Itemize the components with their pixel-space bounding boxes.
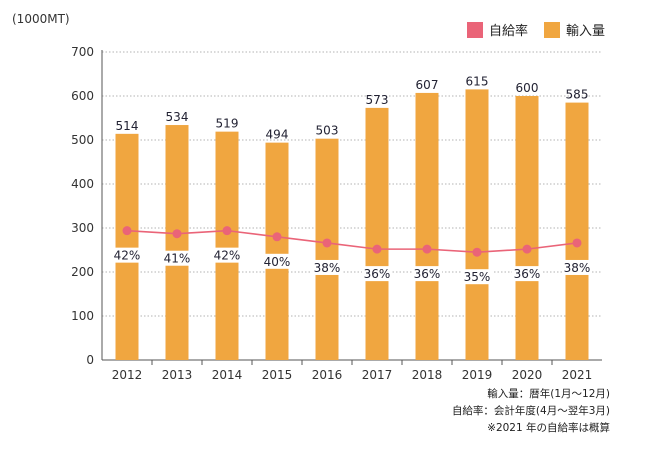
bar [565, 102, 589, 360]
bar [215, 131, 239, 360]
rate-value-label: 35% [464, 270, 491, 284]
bar [365, 107, 389, 360]
x-tick-label: 2015 [262, 368, 293, 382]
rate-point [422, 244, 432, 254]
rate-label-bg [312, 259, 342, 275]
rate-label-bg [412, 266, 442, 282]
rate-point [122, 226, 132, 236]
bar-value-label: 607 [416, 78, 439, 92]
rate-value-label: 41% [164, 252, 191, 266]
rate-line [126, 229, 578, 254]
bar [315, 138, 339, 360]
rate-point [372, 244, 382, 254]
y-tick-label: 100 [71, 309, 94, 323]
x-tick-label: 2020 [512, 368, 543, 382]
bar [165, 125, 189, 360]
x-tick-label: 2013 [162, 368, 193, 382]
note-import-period: 輸入量：暦年(1月～12月) [487, 388, 610, 400]
bar-value-label: 600 [516, 81, 539, 95]
rate-point [572, 238, 582, 248]
x-tick-label: 2019 [462, 368, 493, 382]
rate-point [322, 238, 332, 248]
bar [465, 89, 489, 361]
y-tick-label: 700 [71, 45, 94, 59]
bar [115, 133, 139, 360]
rate-label-bg [212, 247, 242, 263]
rate-value-label: 36% [514, 267, 541, 281]
rate-label-bg [462, 269, 492, 285]
rate-point [272, 232, 282, 242]
rate-point [222, 226, 232, 236]
legend-swatch-import [543, 21, 560, 38]
bar [515, 96, 539, 360]
y-tick-label: 0 [86, 353, 94, 367]
rate-label-bg [512, 266, 542, 282]
rate-label-bg [562, 259, 592, 275]
note-2021-estimate: ※2021 年の自給率は概算 [487, 422, 610, 434]
bar-value-label: 534 [166, 110, 189, 124]
legend: 自給率 輸入量 [466, 20, 605, 39]
y-tick-label: 400 [71, 177, 94, 191]
rate-label-bg [162, 250, 192, 266]
y-tick-label: 600 [71, 89, 94, 103]
y-tick-label: 300 [71, 221, 94, 235]
bar [415, 92, 439, 361]
rate-value-label: 40% [264, 255, 291, 269]
legend-item-import: 輸入量 [543, 20, 605, 39]
x-tick-label: 2012 [112, 368, 143, 382]
y-tick-label: 200 [71, 265, 94, 279]
rate-value-label: 38% [314, 261, 341, 275]
rate-label-bg [112, 247, 142, 263]
rate-point [472, 247, 482, 257]
rate-point [172, 229, 182, 239]
rate-label-bg [262, 253, 292, 269]
legend-item-rate: 自給率 [466, 20, 528, 39]
rate-label-bg [362, 266, 392, 282]
bar-value-label: 514 [116, 119, 139, 133]
bar-value-label: 585 [566, 88, 589, 102]
x-tick-label: 2014 [212, 368, 243, 382]
rate-value-label: 38% [564, 261, 591, 275]
x-tick-label: 2021 [562, 368, 593, 382]
rate-value-label: 42% [114, 249, 141, 263]
bar-value-label: 503 [316, 124, 339, 138]
rate-point [522, 244, 532, 254]
y-axis-unit-label: (1000MT) [12, 12, 70, 26]
x-tick-label: 2017 [362, 368, 393, 382]
rate-value-label: 36% [364, 267, 391, 281]
bar-value-label: 573 [366, 93, 389, 107]
y-tick-label: 500 [71, 133, 94, 147]
bar-value-label: 519 [216, 117, 239, 131]
note-rate-period: 自給率：会計年度(4月～翌年3月) [451, 405, 610, 417]
rate-value-label: 42% [214, 249, 241, 263]
bar-value-label: 615 [466, 74, 489, 88]
bar-value-label: 494 [266, 128, 289, 142]
legend-label-rate: 自給率 [488, 24, 528, 39]
legend-label-import: 輸入量 [565, 24, 605, 39]
rate-value-label: 36% [414, 267, 441, 281]
x-tick-label: 2018 [412, 368, 443, 382]
x-tick-label: 2016 [312, 368, 343, 382]
bar [265, 142, 289, 360]
legend-swatch-rate [466, 21, 483, 38]
